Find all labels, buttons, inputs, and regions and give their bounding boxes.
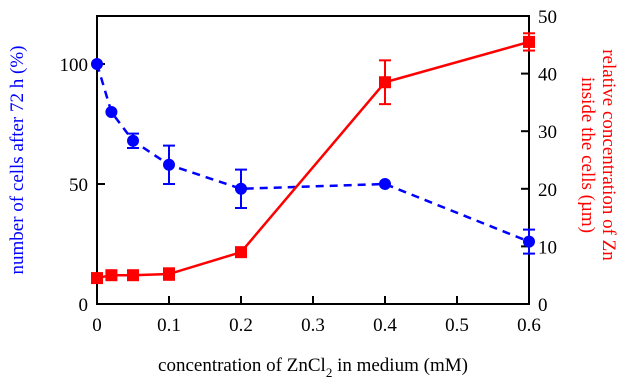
data-point <box>163 158 175 171</box>
x-tick-label: 0.5 <box>445 315 469 336</box>
y-right-tick-label: 40 <box>538 65 557 86</box>
x-axis-label: concentration of ZnCl2 in medium (mM) <box>158 355 468 380</box>
x-tick-label: 0.4 <box>373 315 397 336</box>
data-point <box>105 269 118 282</box>
x-tick-label: 0.3 <box>301 315 325 336</box>
y-axis-left-label: number of cells after 72 h (%) <box>7 46 28 275</box>
y-axis-right-label-line-2: inside the cells (µm) <box>577 77 598 233</box>
data-point <box>163 268 175 281</box>
data-point <box>105 106 118 118</box>
data-point <box>127 269 139 282</box>
y-right-tick-label: 10 <box>538 237 557 258</box>
x-axis: 0 0.1 0.2 0.3 0.4 0.5 0.6 <box>92 296 541 336</box>
data-point <box>523 235 535 248</box>
x-tick-label: 0 <box>92 315 102 336</box>
y-axis-right-label-line-1: relative concentration of Zn <box>598 49 619 261</box>
series-0 <box>91 58 535 255</box>
series-0-line <box>95 63 530 243</box>
y-right-tick-label: 0 <box>538 295 548 316</box>
series-1-line <box>96 40 530 280</box>
data-point <box>523 35 535 48</box>
series-layer <box>91 32 535 285</box>
x-tick-label: 0.2 <box>229 315 253 336</box>
y-right-tick-label: 30 <box>538 122 557 143</box>
y-left-tick-label: 0 <box>79 295 89 316</box>
data-point <box>379 178 391 190</box>
y-left-tick-label: 100 <box>60 55 89 76</box>
data-point <box>235 246 247 259</box>
y-axis-right: 0 10 20 30 40 50 <box>521 7 557 316</box>
y-right-tick-label: 20 <box>538 180 557 201</box>
y-left-tick-label: 50 <box>69 175 88 196</box>
x-tick-label: 0.6 <box>517 315 541 336</box>
data-point <box>379 76 391 89</box>
data-point <box>91 272 103 285</box>
data-point <box>91 58 103 70</box>
data-point <box>235 182 247 195</box>
series-1 <box>91 32 535 285</box>
y-right-tick-label: 50 <box>538 7 557 28</box>
x-tick-label: 0.1 <box>157 315 181 336</box>
data-point <box>127 134 139 147</box>
